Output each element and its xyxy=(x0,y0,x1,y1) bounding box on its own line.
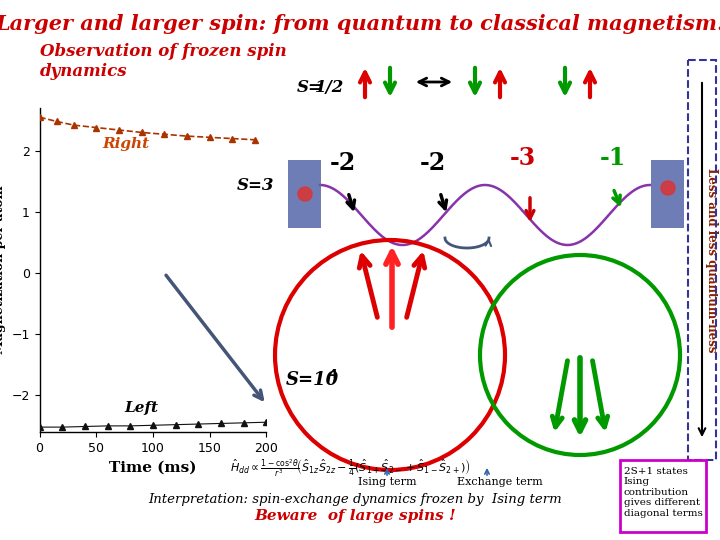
FancyBboxPatch shape xyxy=(620,460,706,532)
Circle shape xyxy=(298,187,312,201)
Text: Less and less quantum-ness: Less and less quantum-ness xyxy=(705,168,718,352)
Text: S=10: S=10 xyxy=(286,371,339,389)
Text: -2: -2 xyxy=(420,151,446,175)
Text: Interpretation: spin-exchange dynamics frozen by  Ising term: Interpretation: spin-exchange dynamics f… xyxy=(148,493,562,506)
Circle shape xyxy=(661,181,675,195)
Y-axis label: Magnetization per atom: Magnetization per atom xyxy=(0,186,6,354)
Text: -3: -3 xyxy=(510,146,536,170)
Text: 4: 4 xyxy=(328,368,337,381)
Text: S=3: S=3 xyxy=(237,177,274,194)
Bar xyxy=(288,160,321,228)
Text: -1: -1 xyxy=(600,146,626,170)
Text: Beware  of large spins !: Beware of large spins ! xyxy=(254,509,456,523)
X-axis label: Time (ms): Time (ms) xyxy=(109,460,197,474)
Text: -2: -2 xyxy=(330,151,356,175)
Text: S=: S= xyxy=(297,79,323,96)
Text: Larger and larger spin: from quantum to classical magnetism.: Larger and larger spin: from quantum to … xyxy=(0,14,720,33)
Text: Observation of frozen spin
dynamics: Observation of frozen spin dynamics xyxy=(40,43,287,80)
Bar xyxy=(688,60,716,460)
Text: Exchange term: Exchange term xyxy=(457,477,543,487)
Text: Ising term: Ising term xyxy=(358,477,416,487)
Text: 2S+1 states
Ising
contribution
gives different
diagonal terms: 2S+1 states Ising contribution gives dif… xyxy=(624,467,703,518)
Text: 1/2: 1/2 xyxy=(315,79,344,96)
Text: Right: Right xyxy=(102,137,149,151)
Text: Left: Left xyxy=(125,401,158,415)
Bar xyxy=(651,160,684,228)
Text: $\hat{H}_{dd} \propto \frac{1-\cos^2\!\theta}{r^3}\!\left(\hat{S}_{1z}\hat{S}_{2: $\hat{H}_{dd} \propto \frac{1-\cos^2\!\t… xyxy=(230,457,470,479)
